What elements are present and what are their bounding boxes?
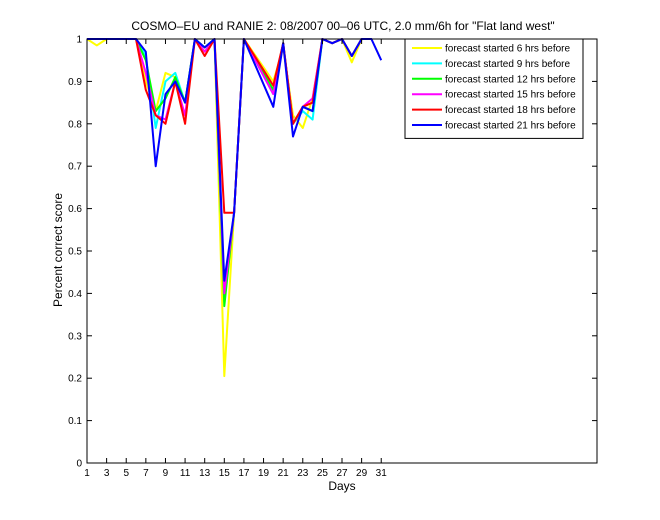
y-tick-label: 0.1 — [68, 416, 82, 427]
x-tick-label: 25 — [317, 468, 329, 479]
series-layer — [86, 38, 383, 378]
x-tick-label: 13 — [199, 468, 211, 479]
x-axis-label: Days — [328, 479, 355, 493]
y-tick-label: 0.2 — [68, 374, 82, 385]
y-axis-label: Percent correct score — [51, 193, 65, 307]
x-tick-label: 21 — [278, 468, 290, 479]
y-tick-label: 0.4 — [68, 289, 82, 300]
y-tick-label: 0 — [76, 459, 82, 470]
legend-entry: forecast started 18 hrs before — [445, 105, 576, 116]
y-tick-label: 0.8 — [68, 119, 82, 130]
x-axis: 1 3 5 7 9 11 13 15 17 19 21 23 25 27 29 31 — [84, 39, 387, 479]
y-tick-label: 0.7 — [68, 162, 82, 173]
legend-box — [404, 38, 584, 139]
legend-entry: forecast started 9 hrs before — [445, 59, 571, 70]
y-tick-label: 0.3 — [68, 331, 82, 342]
legend-entry: forecast started 21 hrs before — [445, 121, 576, 132]
y-tick-label: 1 — [76, 35, 82, 46]
x-tick-label: 7 — [143, 468, 149, 479]
legend: forecast started 6 hrs before forecast st… — [404, 38, 584, 139]
x-tick-label: 17 — [238, 468, 250, 479]
x-tick-label: 15 — [219, 468, 231, 479]
x-tick-label: 9 — [163, 468, 169, 479]
x-tick-label: 5 — [123, 468, 129, 479]
y-tick-label: 0.5 — [68, 247, 82, 258]
chart-title: COSMO–EU and RANIE 2: 08/2007 00–06 UTC,… — [131, 19, 554, 33]
legend-entry: forecast started 6 hrs before — [445, 44, 571, 55]
x-tick-label: 11 — [180, 468, 191, 479]
series-line-6 — [87, 38, 383, 282]
x-tick-label: 31 — [376, 468, 388, 479]
legend-entry: forecast started 12 hrs before — [445, 74, 576, 85]
x-tick-label: 27 — [336, 468, 348, 479]
x-tick-label: 23 — [297, 468, 309, 479]
x-tick-label: 1 — [84, 468, 90, 479]
x-tick-label: 3 — [104, 468, 110, 479]
y-tick-label: 0.6 — [68, 204, 82, 215]
y-axis: 0 0.1 0.2 0.3 0.4 0.5 0.6 0.7 0.8 0.9 1 — [68, 35, 597, 470]
legend-entry: forecast started 15 hrs before — [445, 90, 576, 101]
x-tick-label: 29 — [356, 468, 368, 479]
x-tick-label: 19 — [258, 468, 270, 479]
y-tick-label: 0.9 — [68, 77, 82, 88]
